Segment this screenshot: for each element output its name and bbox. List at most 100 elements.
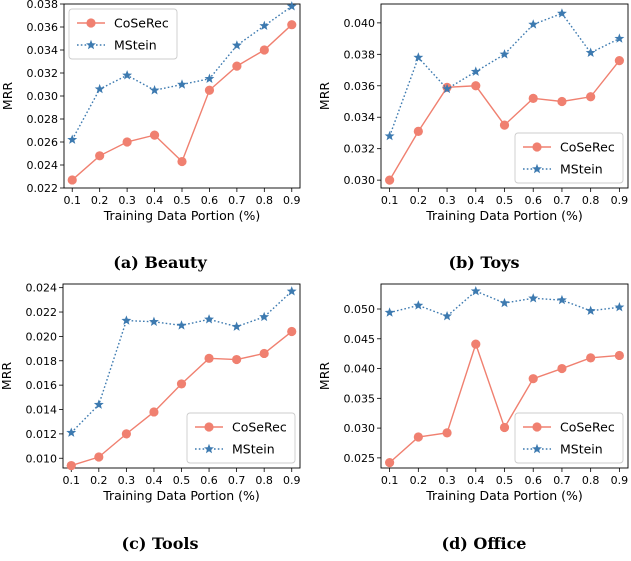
legend-label: CoSeRec bbox=[560, 140, 615, 155]
data-point bbox=[67, 175, 77, 185]
legend-box bbox=[514, 412, 624, 464]
data-point bbox=[528, 374, 538, 384]
series-coserec bbox=[67, 20, 297, 185]
series-mstein bbox=[67, 1, 297, 144]
x-tick-label: 0.7 bbox=[553, 474, 571, 487]
data-point bbox=[585, 47, 596, 57]
y-tick-label: 0.038 bbox=[344, 48, 376, 61]
y-tick-label: 0.038 bbox=[27, 0, 59, 11]
data-point bbox=[470, 66, 481, 76]
series-mstein bbox=[384, 285, 625, 321]
panel-caption: (d) Office bbox=[442, 534, 527, 553]
x-tick-label: 0.1 bbox=[381, 474, 399, 487]
data-point bbox=[66, 460, 76, 471]
data-point bbox=[287, 20, 297, 30]
legend-swatch-marker bbox=[86, 39, 96, 50]
legend-swatch-marker bbox=[532, 443, 542, 454]
data-point bbox=[149, 316, 159, 326]
data-point bbox=[384, 130, 395, 141]
data-point bbox=[557, 363, 567, 374]
y-tick-label: 0.035 bbox=[344, 392, 376, 405]
data-point bbox=[176, 320, 187, 330]
data-point bbox=[287, 326, 297, 337]
legend-swatch-marker bbox=[86, 18, 96, 28]
data-point bbox=[286, 1, 297, 11]
y-tick-label: 0.028 bbox=[27, 113, 59, 126]
y-tick-label: 0.018 bbox=[26, 355, 58, 368]
series-line bbox=[388, 12, 620, 137]
y-tick-label: 0.014 bbox=[26, 404, 58, 417]
x-tick-label: 0.4 bbox=[146, 194, 164, 207]
legend-label: MStein bbox=[560, 162, 603, 177]
x-tick-label: 0.6 bbox=[524, 474, 542, 487]
legend-box bbox=[514, 132, 624, 184]
x-tick-label: 0.2 bbox=[91, 194, 109, 207]
legend-swatch-marker bbox=[532, 142, 542, 152]
y-axis-label: MRR bbox=[317, 82, 332, 110]
y-tick-label: 0.030 bbox=[344, 422, 376, 435]
y-axis-label: MRR bbox=[0, 82, 15, 110]
data-point bbox=[614, 33, 625, 43]
legend-box bbox=[186, 412, 296, 464]
x-tick-label: 0.9 bbox=[283, 474, 301, 487]
data-point bbox=[413, 300, 424, 310]
x-tick-label: 0.3 bbox=[438, 194, 456, 207]
chart-panel-1: 0.1 0.2 0.3 0.4 0.5 0.6 0.7 0.8 0.9 0.022 0.024 0.0… bbox=[0, 0, 301, 272]
y-tick-label: 0.024 bbox=[26, 282, 58, 295]
x-tick-label: 0.1 bbox=[381, 194, 399, 207]
data-point bbox=[470, 285, 481, 296]
x-tick-label: 0.8 bbox=[582, 194, 600, 207]
legend-label: MStein bbox=[114, 38, 157, 53]
legend-label: MStein bbox=[560, 442, 603, 457]
x-tick-label: 0.5 bbox=[496, 194, 514, 207]
data-point bbox=[66, 427, 77, 437]
legend-label: CoSeRec bbox=[114, 16, 169, 31]
y-tick-label: 0.016 bbox=[26, 379, 58, 392]
chart-panel-3: 0.1 0.2 0.3 0.4 0.5 0.6 0.7 0.8 0.9 0.010 0.012 0.0… bbox=[0, 282, 300, 553]
chart-panel-2: 0.1 0.2 0.3 0.4 0.5 0.6 0.7 0.8 0.9 0.030 0.032 0.0… bbox=[317, 3, 629, 272]
data-point bbox=[557, 8, 567, 18]
x-axis-label: Training Data Portion (%) bbox=[103, 208, 261, 223]
y-axis-label: MRR bbox=[317, 362, 332, 390]
data-point bbox=[67, 134, 78, 144]
panel-caption: (a) Beauty bbox=[113, 253, 207, 272]
x-axis-label: Training Data Portion (%) bbox=[425, 488, 583, 503]
panel-caption: (b) Toys bbox=[449, 253, 520, 272]
data-point bbox=[232, 354, 242, 365]
y-tick-label: 0.010 bbox=[26, 452, 58, 465]
data-point bbox=[121, 429, 131, 439]
y-tick-label: 0.030 bbox=[344, 174, 376, 187]
data-point bbox=[528, 293, 539, 303]
data-point bbox=[204, 85, 215, 95]
x-tick-label: 0.3 bbox=[438, 474, 456, 487]
data-point bbox=[614, 302, 625, 312]
data-point bbox=[122, 137, 132, 147]
data-point bbox=[204, 73, 215, 83]
x-tick-label: 0.6 bbox=[201, 194, 219, 207]
y-tick-label: 0.024 bbox=[27, 159, 59, 172]
y-tick-label: 0.025 bbox=[344, 452, 376, 465]
data-point bbox=[442, 310, 452, 321]
x-tick-label: 0.4 bbox=[467, 474, 485, 487]
chart-panel-4: 0.1 0.2 0.3 0.4 0.5 0.6 0.7 0.8 0.9 0.025 0.030 0.0… bbox=[317, 283, 629, 553]
data-point bbox=[176, 379, 187, 389]
data-point bbox=[177, 79, 187, 89]
y-tick-label: 0.036 bbox=[344, 80, 376, 93]
legend-label: MStein bbox=[232, 442, 275, 457]
y-tick-label: 0.045 bbox=[344, 333, 376, 346]
data-point bbox=[149, 85, 160, 95]
data-point bbox=[286, 286, 297, 296]
x-tick-label: 0.1 bbox=[63, 474, 81, 487]
legend-label: CoSeRec bbox=[560, 420, 615, 435]
legend-swatch-marker bbox=[532, 163, 542, 174]
series-coserec bbox=[385, 339, 624, 468]
x-tick-label: 0.5 bbox=[173, 474, 191, 487]
data-point bbox=[149, 130, 160, 140]
data-point bbox=[557, 294, 567, 305]
data-point bbox=[413, 432, 423, 442]
x-tick-label: 0.7 bbox=[228, 474, 246, 487]
y-tick-label: 0.040 bbox=[344, 17, 376, 30]
x-tick-label: 0.3 bbox=[118, 474, 136, 487]
data-point bbox=[413, 126, 423, 136]
series-mstein bbox=[384, 8, 625, 141]
